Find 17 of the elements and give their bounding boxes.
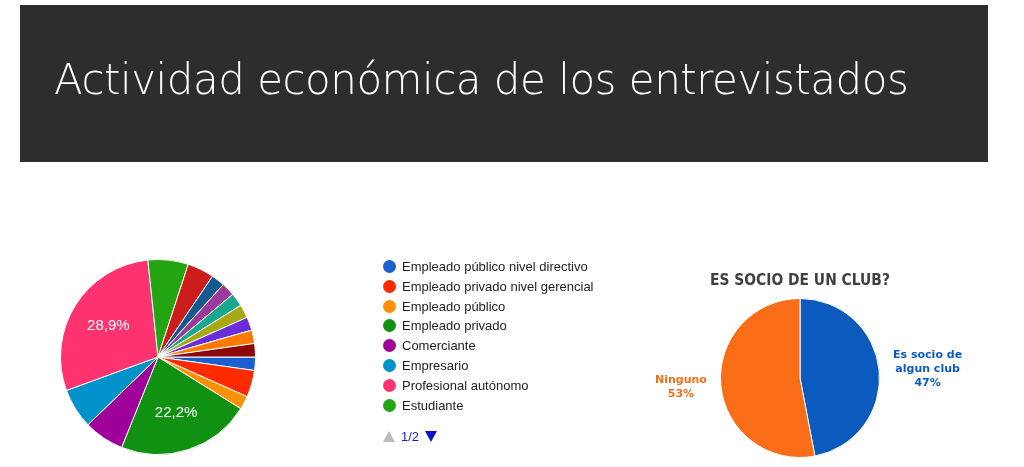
slice-label: Ninguno <box>655 372 708 386</box>
legend-label: Empresario <box>401 357 470 375</box>
text: 1/2 <box>401 429 420 444</box>
legend-label: Empleado privado <box>401 317 508 336</box>
chart-title: ES SOCIO DE UN CLUB? <box>710 271 890 289</box>
legend-label: Empleado público <box>401 297 507 316</box>
data-label: 53% <box>667 386 695 400</box>
data-label: 47% <box>914 376 941 390</box>
legend-label: Empleado privado nivel gerencial <box>401 277 594 296</box>
legend-label: Comerciante <box>401 337 477 356</box>
data-label: 28,9% <box>87 316 130 334</box>
legend-label: Profesional autónomo <box>401 376 530 395</box>
slice-label: Es socio de algun club <box>893 348 963 376</box>
chart-title: Actividad económica de los entrevistados <box>54 55 909 104</box>
legend-label: Estudiante <box>401 396 465 415</box>
data-label: 22,2% <box>154 402 198 420</box>
legend-label: Empleado público nivel directivo <box>401 258 589 276</box>
